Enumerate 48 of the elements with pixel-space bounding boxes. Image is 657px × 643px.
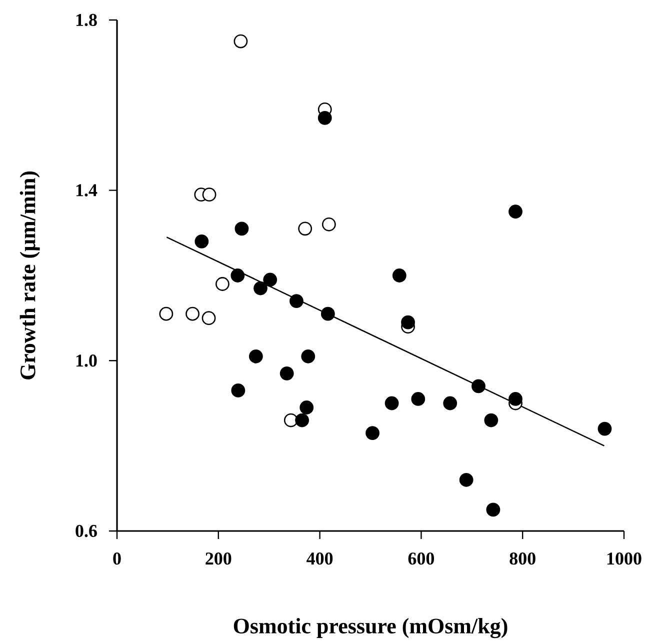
x-tick-label: 1000 [607,552,642,565]
y-tick-label: 1.8 [76,14,97,26]
point [186,306,200,321]
point [254,281,268,296]
point [443,396,458,410]
point [459,472,474,487]
point [508,392,522,406]
x-axis-title: Osmotic pressure (mOsm/kg) [234,618,508,638]
point [284,413,298,428]
point [159,306,174,321]
point [508,204,522,219]
point [202,188,216,202]
y-tick-label: 0.6 [76,524,97,538]
point [401,315,415,330]
x-tick-label: 800 [510,552,536,565]
point [231,384,246,398]
point [290,294,304,308]
y-tick-label: 1.0 [76,354,97,367]
y-tick-label: 1.4 [76,184,98,196]
y-axis-title: Growth rate (μm/min) [20,171,40,380]
x-tick-label: 0 [113,552,121,565]
point [248,349,263,364]
point [392,268,406,282]
point [263,272,278,287]
point [301,349,316,364]
point [234,34,248,48]
point [300,400,314,414]
x-tick-label: 600 [408,552,434,565]
point [298,222,312,236]
point [472,379,486,394]
point [230,268,245,282]
point [411,392,426,406]
x-tick-label: 200 [206,552,232,565]
point [322,217,336,232]
point [598,422,612,436]
point [216,277,230,291]
point [484,413,498,428]
point [318,110,332,125]
point [295,413,310,428]
point [384,396,399,410]
point [234,222,249,236]
point [366,426,380,440]
point [320,306,335,321]
x-tick-label: 400 [306,552,333,565]
point [280,366,294,380]
point [194,234,209,248]
point [486,502,500,517]
point [202,311,216,326]
